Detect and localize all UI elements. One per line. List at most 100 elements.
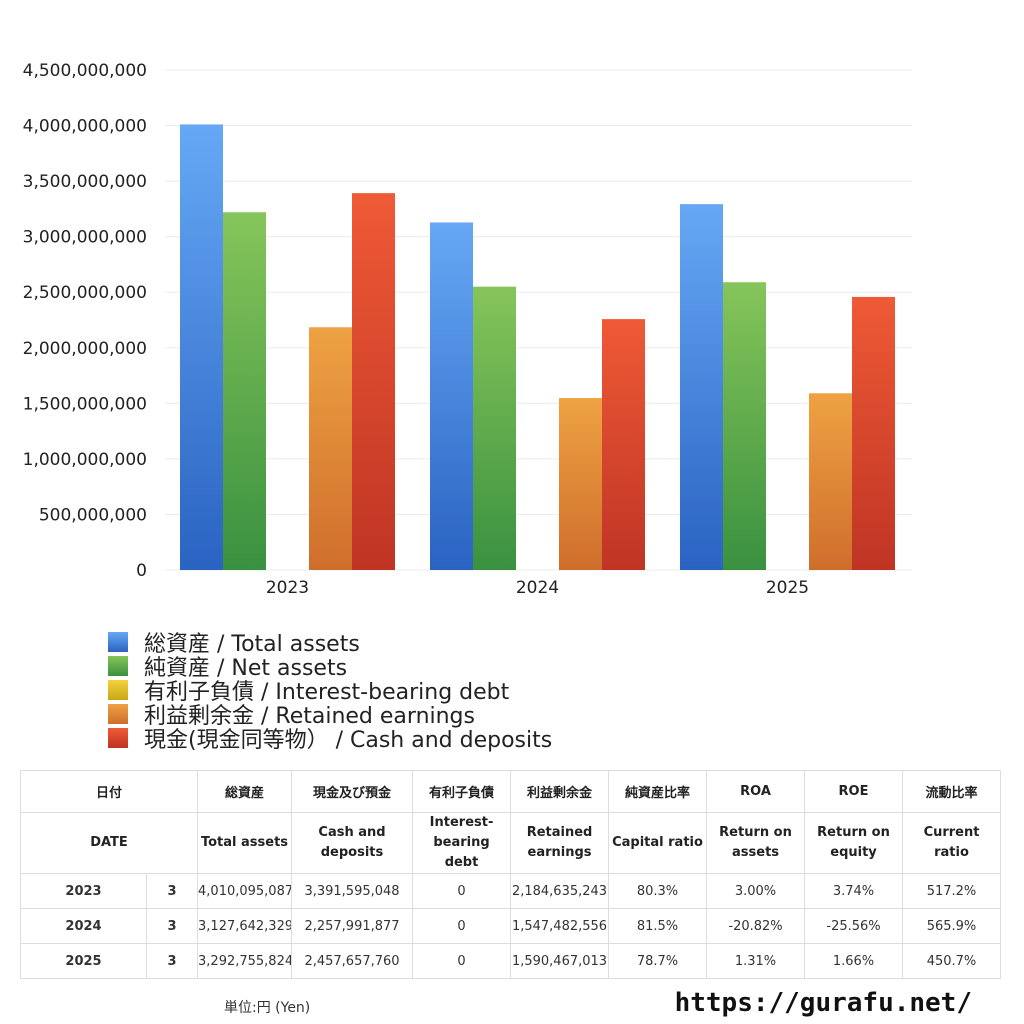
row-total-assets: 3,292,755,824 bbox=[197, 943, 293, 979]
row-year: 2023 bbox=[20, 873, 147, 909]
x-tick-label: 2023 bbox=[266, 578, 309, 598]
bar bbox=[680, 204, 723, 570]
header-roa-jp: ROA bbox=[706, 770, 806, 813]
bar bbox=[723, 282, 766, 570]
bar bbox=[352, 193, 395, 570]
y-tick-label: 1,000,000,000 bbox=[23, 450, 147, 470]
row-roa: 3.00% bbox=[706, 873, 806, 909]
bar bbox=[602, 319, 645, 570]
row-year: 2024 bbox=[20, 908, 147, 944]
header-roe-jp: ROE bbox=[804, 770, 904, 813]
legend-label: 総資産 / Total assets bbox=[144, 632, 360, 657]
header-row-jp: 日付 総資産 現金及び預金 有利子負債 利益剰余金 純資産比率 ROA ROE … bbox=[19, 770, 1002, 813]
legend: 総資産 / Total assets 純資産 / Net assets 有利子負債 … bbox=[108, 630, 552, 753]
row-retained: 1,590,467,013 bbox=[510, 943, 610, 979]
header-roe-en-text: Return on equity bbox=[817, 825, 890, 860]
bar bbox=[180, 124, 223, 571]
row-retained: 1,547,482,556 bbox=[510, 908, 610, 944]
y-tick-label: 4,500,000,000 bbox=[23, 61, 147, 81]
x-axis-ticks: 2023 2024 2025 bbox=[266, 578, 809, 598]
legend-label: 利益剰余金 / Retained earnings bbox=[144, 704, 475, 729]
header-current-ratio-jp: 流動比率 bbox=[902, 770, 1002, 813]
row-debt: 0 bbox=[412, 908, 512, 944]
bars bbox=[180, 124, 895, 571]
bar bbox=[852, 296, 895, 570]
row-current-ratio: 565.9% bbox=[902, 908, 1002, 944]
row-roa: -20.82% bbox=[706, 908, 806, 944]
unit-label: 単位:円 (Yen) bbox=[224, 1000, 311, 1016]
y-tick-label: 4,000,000,000 bbox=[23, 117, 147, 137]
row-retained: 2,184,635,243 bbox=[510, 873, 610, 909]
row-cash: 2,457,657,760 bbox=[291, 943, 414, 979]
site-url: https://gurafu.net/ bbox=[674, 988, 972, 1018]
legend-item: 有利子負債 / Interest-bearing debt bbox=[108, 678, 552, 705]
legend-swatch bbox=[108, 656, 128, 676]
y-tick-label: 3,500,000,000 bbox=[23, 172, 147, 192]
row-month: 3 bbox=[145, 943, 199, 979]
legend-label: 純資産 / Net assets bbox=[144, 656, 348, 681]
header-cash-en-text: Cash and deposits bbox=[318, 825, 386, 860]
bar bbox=[809, 393, 852, 570]
row-roe: 3.74% bbox=[804, 873, 904, 909]
row-capital-ratio: 78.7% bbox=[608, 943, 708, 979]
x-tick-label: 2025 bbox=[766, 578, 809, 598]
row-current-ratio: 450.7% bbox=[902, 943, 1002, 979]
bar bbox=[223, 212, 266, 570]
legend-label: 現金(現金同等物） / Cash and deposits bbox=[144, 728, 553, 753]
header-retained-en-text: Retained earnings bbox=[526, 825, 593, 860]
header-row-en: DATE Total assets Cash and deposits Inte… bbox=[19, 812, 1002, 874]
y-tick-label: 2,000,000,000 bbox=[23, 339, 147, 359]
header-cash-en: Cash and deposits bbox=[291, 812, 414, 874]
table-row: 2023 3 4,010,095,087 3,391,595,048 0 2,1… bbox=[20, 873, 1002, 909]
row-month: 3 bbox=[145, 873, 199, 909]
header-capital-ratio-jp: 純資産比率 bbox=[608, 770, 708, 813]
row-debt: 0 bbox=[412, 943, 512, 979]
header-debt-jp: 有利子負債 bbox=[412, 770, 512, 813]
legend-swatch bbox=[108, 680, 128, 700]
legend-swatch bbox=[108, 704, 128, 724]
y-tick-label: 2,500,000,000 bbox=[23, 283, 147, 303]
header-total-assets-en: Total assets bbox=[197, 812, 293, 874]
header-date-en: DATE bbox=[19, 812, 199, 874]
table-row: 2025 3 3,292,755,824 2,457,657,760 0 1,5… bbox=[20, 943, 1002, 979]
row-cash: 2,257,991,877 bbox=[291, 908, 414, 944]
legend-item: 総資産 / Total assets bbox=[108, 630, 552, 657]
y-axis-ticks: 0 500,000,000 1,000,000,000 1,500,000,000 2,… bbox=[23, 61, 147, 581]
legend-item: 現金(現金同等物） / Cash and deposits bbox=[108, 726, 552, 753]
legend-label: 有利子負債 / Interest-bearing debt bbox=[144, 680, 510, 705]
row-roe: -25.56% bbox=[804, 908, 904, 944]
bar-chart: 0 500,000,000 1,000,000,000 1,500,000,000 2,… bbox=[23, 61, 912, 598]
legend-swatch bbox=[108, 728, 128, 748]
x-tick-label: 2024 bbox=[516, 578, 559, 598]
header-current-ratio-en-text: Current ratio bbox=[923, 825, 980, 860]
header-retained-en: Retained earnings bbox=[510, 812, 610, 874]
row-current-ratio: 517.2% bbox=[902, 873, 1002, 909]
row-total-assets: 3,127,642,329 bbox=[197, 908, 293, 944]
row-debt: 0 bbox=[412, 873, 512, 909]
legend-swatch bbox=[108, 632, 128, 652]
row-roa: 1.31% bbox=[706, 943, 806, 979]
header-retained-jp: 利益剰余金 bbox=[510, 770, 610, 813]
header-current-ratio-en: Current ratio bbox=[902, 812, 1002, 874]
legend-item: 純資産 / Net assets bbox=[108, 654, 552, 681]
grid-lines bbox=[165, 69, 912, 571]
bar bbox=[430, 222, 473, 570]
y-tick-label: 1,500,000,000 bbox=[23, 394, 147, 414]
y-tick-label: 0 bbox=[136, 561, 147, 581]
header-roa-en-text: Return on assets bbox=[719, 825, 792, 860]
legend-item: 利益剰余金 / Retained earnings bbox=[108, 702, 552, 729]
header-cash-jp: 現金及び預金 bbox=[291, 770, 414, 813]
row-total-assets: 4,010,095,087 bbox=[197, 873, 293, 909]
header-roa-en: Return on assets bbox=[706, 812, 806, 874]
header-debt-en-text: Interest-bearing debt bbox=[429, 815, 494, 870]
header-date-jp: 日付 bbox=[19, 770, 199, 813]
row-capital-ratio: 81.5% bbox=[608, 908, 708, 944]
bar bbox=[309, 327, 352, 570]
header-roe-en: Return on equity bbox=[804, 812, 904, 874]
row-capital-ratio: 80.3% bbox=[608, 873, 708, 909]
header-capital-ratio-en: Capital ratio bbox=[608, 812, 708, 874]
header-total-assets-jp: 総資産 bbox=[197, 770, 293, 813]
y-tick-label: 3,000,000,000 bbox=[23, 228, 147, 248]
row-year: 2025 bbox=[20, 943, 147, 979]
row-roe: 1.66% bbox=[804, 943, 904, 979]
